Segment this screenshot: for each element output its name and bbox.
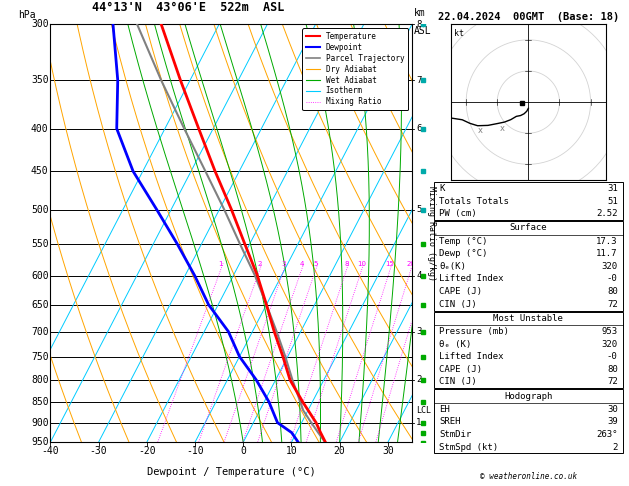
Text: 17.3: 17.3 — [596, 237, 618, 245]
Text: 6: 6 — [416, 124, 421, 133]
Text: 550: 550 — [31, 239, 48, 249]
Text: x: x — [499, 124, 504, 133]
Text: -0: -0 — [607, 275, 618, 283]
Text: -10: -10 — [186, 447, 204, 456]
Text: 3: 3 — [416, 327, 421, 336]
Text: 600: 600 — [31, 271, 48, 280]
Text: 80: 80 — [607, 287, 618, 296]
Text: ASL: ASL — [414, 26, 431, 36]
Text: 5: 5 — [416, 205, 421, 214]
Text: StmDir: StmDir — [439, 430, 471, 439]
Text: 10: 10 — [357, 261, 366, 267]
Text: 650: 650 — [31, 300, 48, 310]
Text: 320: 320 — [601, 262, 618, 271]
Text: 72: 72 — [607, 300, 618, 309]
Text: Pressure (mb): Pressure (mb) — [439, 327, 509, 336]
Text: 0: 0 — [240, 447, 246, 456]
Text: 51: 51 — [607, 197, 618, 206]
Text: 300: 300 — [31, 19, 48, 29]
Text: CAPE (J): CAPE (J) — [439, 287, 482, 296]
Text: Dewp (°C): Dewp (°C) — [439, 249, 487, 258]
Text: Most Unstable: Most Unstable — [493, 314, 564, 323]
Text: 320: 320 — [601, 340, 618, 348]
Text: 450: 450 — [31, 166, 48, 176]
Text: 263°: 263° — [596, 430, 618, 439]
Text: 350: 350 — [31, 75, 48, 85]
Text: Dewpoint / Temperature (°C): Dewpoint / Temperature (°C) — [147, 468, 316, 477]
Text: 44°13'N  43°06'E  522m  ASL: 44°13'N 43°06'E 522m ASL — [92, 1, 284, 14]
Text: 22.04.2024  00GMT  (Base: 18): 22.04.2024 00GMT (Base: 18) — [438, 12, 619, 22]
Text: 8: 8 — [344, 261, 349, 267]
Text: CIN (J): CIN (J) — [439, 300, 477, 309]
Text: StmSpd (kt): StmSpd (kt) — [439, 443, 498, 451]
Text: 900: 900 — [31, 417, 48, 428]
Text: -0: -0 — [607, 352, 618, 361]
Text: Lifted Index: Lifted Index — [439, 352, 504, 361]
Text: 700: 700 — [31, 327, 48, 336]
Text: 31: 31 — [607, 184, 618, 193]
Text: 1: 1 — [218, 261, 223, 267]
Text: kt: kt — [454, 29, 464, 38]
Text: -40: -40 — [42, 447, 59, 456]
Text: -30: -30 — [90, 447, 108, 456]
Text: 4: 4 — [299, 261, 304, 267]
Text: PW (cm): PW (cm) — [439, 209, 477, 218]
Text: 1: 1 — [416, 418, 421, 427]
Text: © weatheronline.co.uk: © weatheronline.co.uk — [480, 472, 577, 481]
Text: CAPE (J): CAPE (J) — [439, 365, 482, 374]
Text: LCL: LCL — [416, 406, 431, 415]
Text: EH: EH — [439, 405, 450, 414]
Text: 2: 2 — [416, 376, 421, 384]
Text: 950: 950 — [31, 437, 48, 447]
Text: θₑ (K): θₑ (K) — [439, 340, 471, 348]
Text: 30: 30 — [607, 405, 618, 414]
Text: 800: 800 — [31, 375, 48, 385]
Text: 20: 20 — [406, 261, 415, 267]
Text: 39: 39 — [607, 417, 618, 426]
Text: 2: 2 — [612, 443, 618, 451]
Text: 8: 8 — [416, 20, 421, 29]
Text: 11.7: 11.7 — [596, 249, 618, 258]
Text: Totals Totals: Totals Totals — [439, 197, 509, 206]
Text: 2.52: 2.52 — [596, 209, 618, 218]
Text: 4: 4 — [416, 271, 421, 280]
Text: SREH: SREH — [439, 417, 460, 426]
Text: 3: 3 — [282, 261, 286, 267]
Text: 2: 2 — [258, 261, 262, 267]
Text: 7: 7 — [416, 76, 421, 85]
Text: 15: 15 — [386, 261, 394, 267]
Text: Mixing Ratio (g/kg): Mixing Ratio (g/kg) — [427, 186, 437, 281]
Text: 953: 953 — [601, 327, 618, 336]
Text: -20: -20 — [138, 447, 155, 456]
Text: Hodograph: Hodograph — [504, 392, 552, 400]
Text: 850: 850 — [31, 397, 48, 407]
Text: Lifted Index: Lifted Index — [439, 275, 504, 283]
Text: 10: 10 — [286, 447, 298, 456]
Text: km: km — [414, 8, 426, 18]
Text: 5: 5 — [314, 261, 318, 267]
Text: 30: 30 — [382, 447, 394, 456]
Text: 500: 500 — [31, 205, 48, 214]
Text: θₑ(K): θₑ(K) — [439, 262, 466, 271]
Text: 80: 80 — [607, 365, 618, 374]
Legend: Temperature, Dewpoint, Parcel Trajectory, Dry Adiabat, Wet Adiabat, Isotherm, Mi: Temperature, Dewpoint, Parcel Trajectory… — [302, 28, 408, 110]
Text: K: K — [439, 184, 445, 193]
Text: 72: 72 — [607, 378, 618, 386]
Text: 750: 750 — [31, 351, 48, 362]
Text: Surface: Surface — [509, 224, 547, 232]
Text: 400: 400 — [31, 123, 48, 134]
Text: CIN (J): CIN (J) — [439, 378, 477, 386]
Text: 20: 20 — [334, 447, 345, 456]
Text: x: x — [477, 125, 482, 135]
Text: hPa: hPa — [18, 10, 36, 20]
Text: Temp (°C): Temp (°C) — [439, 237, 487, 245]
